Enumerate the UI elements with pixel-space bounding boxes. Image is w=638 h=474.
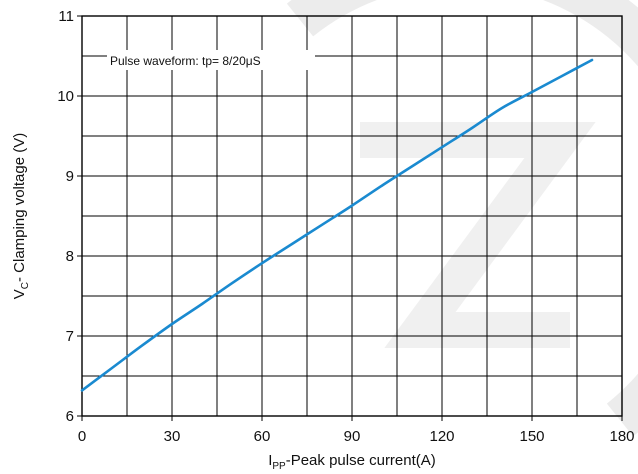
x-axis-title: IPP-Peak pulse current(A): [268, 452, 436, 472]
y-axis-title-main: V: [11, 289, 28, 299]
clamping-voltage-line: [80, 58, 594, 392]
y-axis-title: VC- Clamping voltage (V): [11, 133, 31, 299]
y-axis-title-rest: - Clamping voltage (V): [11, 133, 28, 282]
x-axis-title-rest: -Peak pulse current(A): [286, 452, 436, 469]
minor-grid: [82, 16, 622, 416]
x-tick-label: 30: [164, 428, 181, 445]
y-axis-title-sub: C: [20, 282, 31, 289]
x-tick-label: 150: [519, 428, 544, 445]
y-tick-label: 8: [66, 248, 74, 265]
x-tick-label: 0: [78, 428, 86, 445]
x-tick-label: 90: [344, 428, 361, 445]
y-tick-label: 9: [66, 168, 74, 185]
y-tick-label: 10: [57, 88, 74, 105]
y-tick-label: 7: [66, 328, 74, 345]
plot-frame: [81, 15, 623, 417]
x-tick-label: 60: [254, 428, 271, 445]
annotation-box: [107, 50, 315, 70]
x-axis-title-sub: PP: [272, 461, 286, 472]
x-tick-labels: 0 30 60 90 120 150 180: [78, 428, 635, 445]
y-tick-labels: 6 7 8 9 10 11: [57, 8, 74, 425]
watermark-logo: [286, 0, 638, 437]
y-tick-label: 6: [66, 408, 74, 425]
major-grid: [77, 15, 623, 421]
x-tick-label: 120: [429, 428, 454, 445]
waveform-annotation: Pulse waveform: tp= 8/20μS: [110, 54, 261, 68]
y-tick-label: 11: [58, 8, 74, 25]
x-axis-title-main: I: [268, 452, 272, 469]
x-tick-label: 180: [609, 428, 634, 445]
